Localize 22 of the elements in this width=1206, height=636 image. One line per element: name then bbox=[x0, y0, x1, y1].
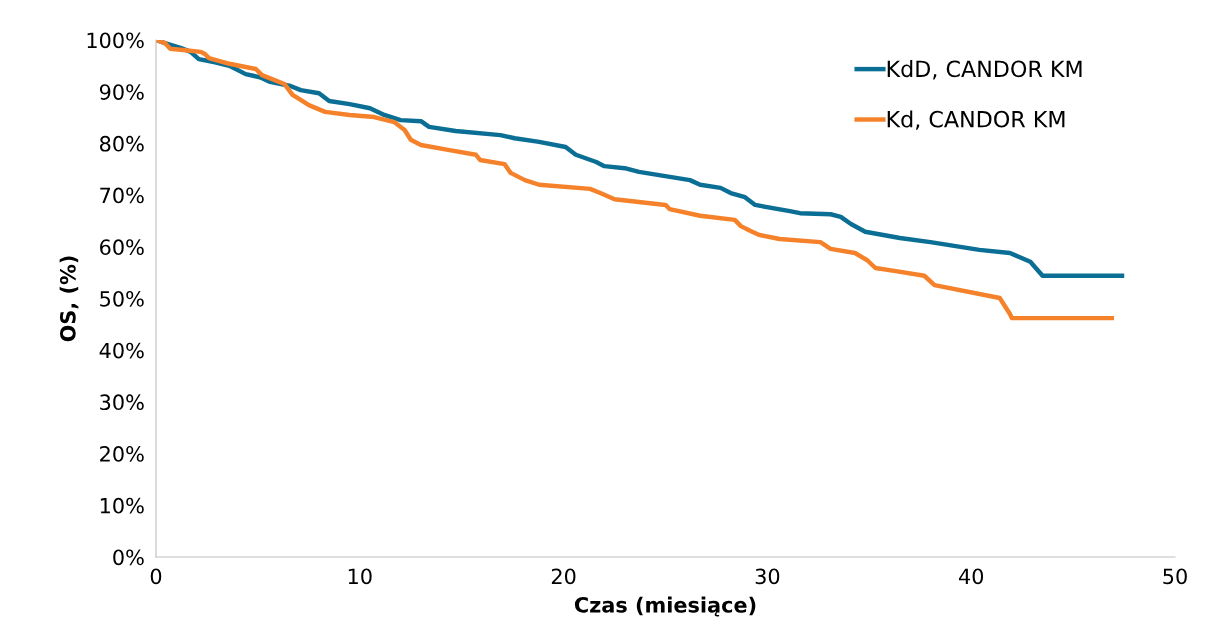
y-tick-label: 20% bbox=[100, 446, 144, 462]
x-tick-label: 50 bbox=[1163, 568, 1187, 585]
y-tick-label: 0% bbox=[113, 549, 144, 566]
x-tick-label: 30 bbox=[755, 568, 780, 585]
y-tick-label: 100% bbox=[87, 32, 144, 49]
y-tick-label: 60% bbox=[100, 239, 144, 256]
y-axis-title: OS, (%) bbox=[59, 256, 79, 342]
y-tick-label: 30% bbox=[100, 394, 144, 411]
x-tick-label: 0 bbox=[150, 568, 162, 585]
x-tick-label: 20 bbox=[551, 568, 576, 585]
y-tick-label: 90% bbox=[99, 84, 144, 100]
x-tick-label: 40 bbox=[958, 568, 984, 585]
y-tick-label: 40% bbox=[99, 342, 144, 359]
legend-label: Kd, CANDOR KM bbox=[887, 110, 1065, 130]
x-tick-label: 10 bbox=[348, 568, 372, 585]
line-series bbox=[156, 40, 1115, 321]
legend-label: KdD, CANDOR KM bbox=[887, 60, 1082, 80]
x-axis-title: Czas (miesiące) bbox=[574, 596, 756, 617]
y-tick-label: 80% bbox=[100, 135, 144, 152]
y-tick-label: 10% bbox=[100, 497, 144, 514]
y-tick-label: 50% bbox=[100, 290, 144, 307]
y-tick-label: 70% bbox=[100, 187, 144, 204]
